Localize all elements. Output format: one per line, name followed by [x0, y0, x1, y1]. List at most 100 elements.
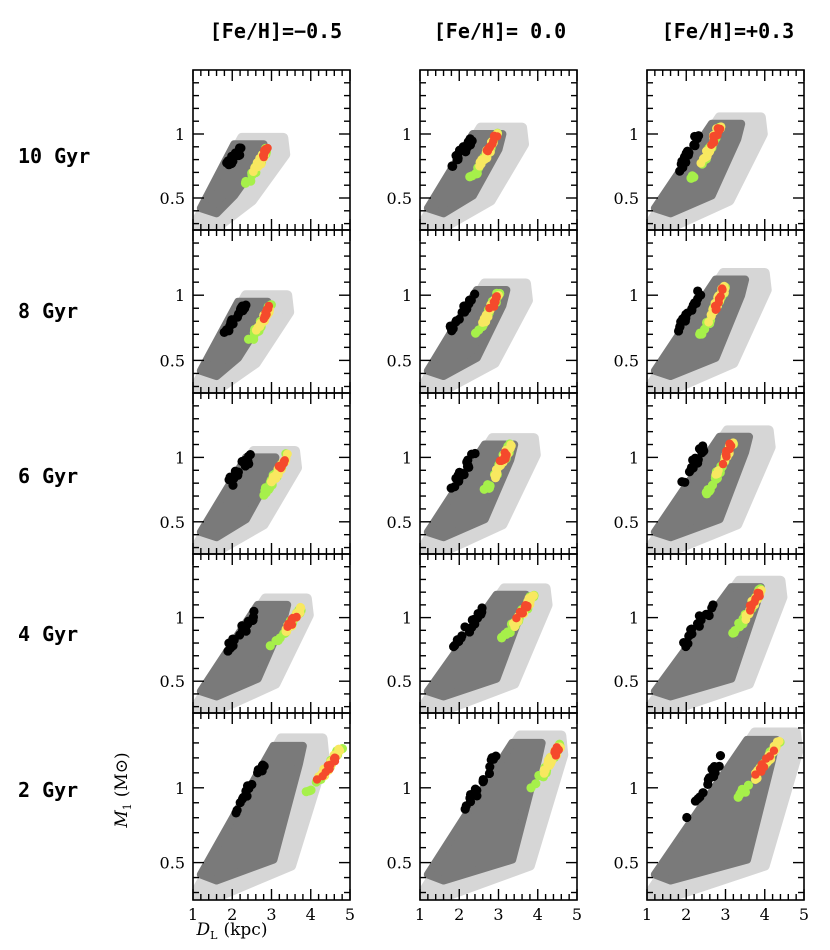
black-point [675, 166, 685, 176]
black-point [448, 324, 458, 334]
y-tick-label: 0.5 [614, 351, 639, 370]
black-point [236, 304, 246, 314]
red-point [279, 459, 288, 468]
y-tick-label: 1 [629, 286, 639, 305]
x-tick-label: 4 [306, 905, 316, 924]
black-point [679, 638, 689, 648]
green-point [301, 787, 311, 797]
black-point [707, 603, 717, 613]
red-point [483, 146, 493, 156]
panel-points-r3-c0 [193, 593, 314, 713]
x-axis-label: DL (kpc) [196, 920, 268, 942]
green-point [701, 487, 711, 498]
green-point [271, 635, 281, 646]
x-tick-label: 5 [345, 905, 355, 924]
x-tick-label: 3 [266, 905, 276, 924]
y-axis-label-subscript: 1 [121, 803, 134, 810]
y-tick-label: 0.5 [614, 854, 639, 873]
panel-r2-c1: 0.51 [387, 392, 578, 555]
y-tick-label: 1 [629, 125, 639, 144]
black-point [682, 812, 692, 823]
dark-gray-envelope-r4-c0 [196, 741, 307, 885]
red-point [716, 292, 725, 301]
black-point [453, 153, 463, 163]
yellow-point [700, 153, 709, 163]
black-point [689, 139, 699, 150]
red-point [711, 305, 720, 314]
black-point [698, 788, 708, 798]
column-titles: [Fe/H]=−0.5 [Fe/H]= 0.0 [Fe/H]=+0.3 [210, 19, 794, 43]
red-point [488, 139, 497, 149]
red-point [517, 607, 527, 617]
black-point [460, 622, 470, 632]
yellow-point [545, 761, 555, 770]
black-point [677, 477, 687, 487]
column-title-feh-plus-0.3: [Fe/H]=+0.3 [662, 19, 794, 43]
row-labels: 10 Gyr 8 Gyr 6 Gyr 4 Gyr 2 Gyr [18, 144, 90, 802]
panel-r1-c0: 0.51 [160, 229, 351, 394]
black-point [487, 753, 497, 763]
row-label-4-gyr: 4 Gyr [18, 622, 78, 646]
black-point [478, 774, 488, 785]
black-point [470, 448, 480, 459]
green-point [249, 334, 259, 344]
black-point [703, 774, 713, 785]
red-point [259, 314, 269, 324]
black-point [466, 622, 477, 633]
green-point [470, 328, 481, 338]
black-point [477, 603, 487, 613]
black-point [454, 314, 464, 324]
row-label-2-gyr: 2 Gyr [18, 778, 78, 802]
black-point [675, 322, 685, 332]
x-axis-label-unit: (kpc) [223, 920, 267, 940]
black-point [688, 463, 698, 473]
y-tick-label: 1 [629, 779, 639, 798]
black-point [681, 309, 691, 320]
black-point [225, 321, 235, 331]
black-point [253, 765, 263, 775]
panel-r1-c1: 0.51 [387, 229, 578, 394]
black-point [461, 801, 471, 811]
row-label-10-gyr: 10 Gyr [18, 144, 90, 168]
black-point [692, 294, 703, 304]
red-point [711, 131, 720, 140]
red-point [722, 449, 731, 459]
panel-r2-c0: 0.51 [160, 392, 351, 555]
red-point [717, 284, 727, 293]
y-axis-label-symbol: M [112, 810, 132, 829]
y-axis-label: M1 (M⊙) [112, 752, 134, 828]
y-tick-label: 0.5 [160, 513, 185, 532]
row-label-6-gyr: 6 Gyr [18, 464, 78, 488]
red-point [757, 767, 766, 776]
red-point [492, 292, 501, 301]
green-point [465, 172, 475, 182]
black-point [234, 150, 244, 161]
x-tick-label: 2 [681, 905, 691, 924]
axis-labels: DL (kpc) M1(M⊙) [112, 752, 267, 942]
yellow-point [772, 737, 782, 747]
x-tick-label: 4 [533, 905, 543, 924]
panel-points-r2-c2 [647, 425, 776, 554]
y-tick-label: 0.5 [387, 189, 412, 208]
y-tick-label: 0.5 [614, 672, 639, 691]
y-tick-label: 1 [402, 448, 412, 467]
x-tick-label: 4 [760, 905, 770, 924]
black-point [464, 138, 474, 148]
yellow-point [475, 161, 484, 171]
red-point [707, 140, 716, 150]
yellow-point [479, 314, 489, 324]
black-point [460, 147, 471, 157]
x-tick-label: 3 [493, 905, 503, 924]
red-point [512, 613, 521, 623]
yellow-point [253, 159, 263, 169]
red-point [263, 304, 273, 313]
black-point [454, 473, 464, 483]
x-tick-label: 2 [227, 905, 237, 924]
yellow-point [741, 615, 751, 624]
y-tick-label: 0.5 [387, 513, 412, 532]
red-point [718, 459, 728, 469]
y-tick-label: 0.5 [160, 672, 185, 691]
black-point [229, 474, 239, 484]
red-point [769, 746, 779, 755]
black-point [681, 157, 691, 167]
